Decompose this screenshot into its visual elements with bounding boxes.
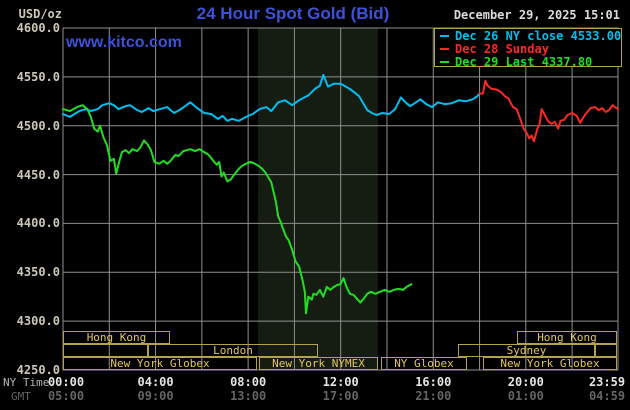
y-axis-tick-label: 4450.0 [16, 167, 60, 182]
session-bar-empty [595, 344, 617, 357]
y-axis-tick-label: 4300.0 [16, 314, 60, 329]
legend-line-sample-icon [440, 34, 449, 37]
session-bar-sydney: Sydney [458, 344, 595, 357]
x-axis-ny-time-label: 08:00 [230, 375, 267, 389]
session-bar-new-york-globex: New York Globex [63, 357, 257, 370]
y-axis-tick-label: 4550.0 [16, 69, 60, 84]
legend-item: Dec 29 Last 4337.80 [438, 54, 618, 69]
y-axis-tick-label: 4350.0 [16, 265, 60, 280]
legend-item: Dec 26 NY close 4533.00 [438, 28, 622, 43]
legend-item: Dec 28 Sunday [438, 41, 618, 56]
x-axis-ny-time-label: 00:00 [47, 375, 85, 389]
legend-item-label: Dec 28 Sunday [455, 41, 549, 56]
page-title: 24 Hour Spot Gold (Bid) [196, 4, 390, 23]
dec26-close-line [62, 73, 481, 122]
x-axis-gmt-label: 04:59 [588, 389, 626, 403]
dec28-sunday-line [478, 79, 619, 143]
x-axis-ny-time-label: 20:00 [507, 375, 544, 389]
x-axis-gmt-label: 13:00 [230, 389, 267, 403]
gmt-axis-caption: GMT [11, 390, 31, 403]
session-bar-new-york-globex: New York Globex [483, 357, 617, 370]
x-axis-ny-time-label: 04:00 [137, 375, 174, 389]
session-bar-empty [63, 344, 148, 357]
dec29-last-line [62, 104, 413, 315]
legend-line-sample-icon [440, 60, 449, 63]
x-axis-ny-time-label: 16:00 [415, 375, 452, 389]
legend-item-label: Dec 29 Last 4337.80 [455, 54, 593, 69]
session-bar-hong-kong: Hong Kong [517, 331, 617, 344]
x-axis-gmt-label: 01:00 [507, 389, 544, 403]
x-axis-ny-time-label: 23:59 [588, 375, 626, 389]
plot-border [62, 27, 619, 371]
y-axis-tick-label: 4400.0 [16, 216, 60, 231]
session-bar-hong-kong: Hong Kong [63, 331, 170, 344]
x-axis-gmt-label: 05:00 [47, 389, 85, 403]
session-bar-ny-globex: NY Globex [381, 357, 467, 370]
y-axis-tick-label: 4500.0 [16, 118, 60, 133]
legend-box: Dec 26 NY close 4533.00 Dec 28 Sunday Dec … [434, 28, 622, 69]
nymex-session-highlight-band [258, 28, 378, 370]
kitco-watermark-link[interactable]: www.kitco.com [66, 34, 182, 51]
x-axis-ny-time-label: 12:00 [322, 375, 359, 389]
ny-time-axis-caption: NY Time [3, 376, 50, 389]
y-axis-tick-label: 4250.0 [16, 363, 60, 377]
x-axis-gmt-label: 17:00 [322, 389, 359, 403]
y-axis-unit-label: USD/oz [18, 7, 62, 21]
y-axis-tick-label: 4600.0 [16, 21, 60, 35]
session-bar-new-york-nymex: New York NYMEX [259, 357, 378, 370]
chart-datetime: December 29, 2025 15:01 [453, 8, 620, 22]
x-axis-gmt-label: 09:00 [137, 389, 174, 403]
x-axis-gmt-label: 21:00 [415, 389, 452, 403]
legend-line-sample-icon [440, 47, 449, 50]
legend-item-label: Dec 26 NY close 4533.00 [455, 28, 622, 43]
session-bar-london: London [148, 344, 318, 357]
